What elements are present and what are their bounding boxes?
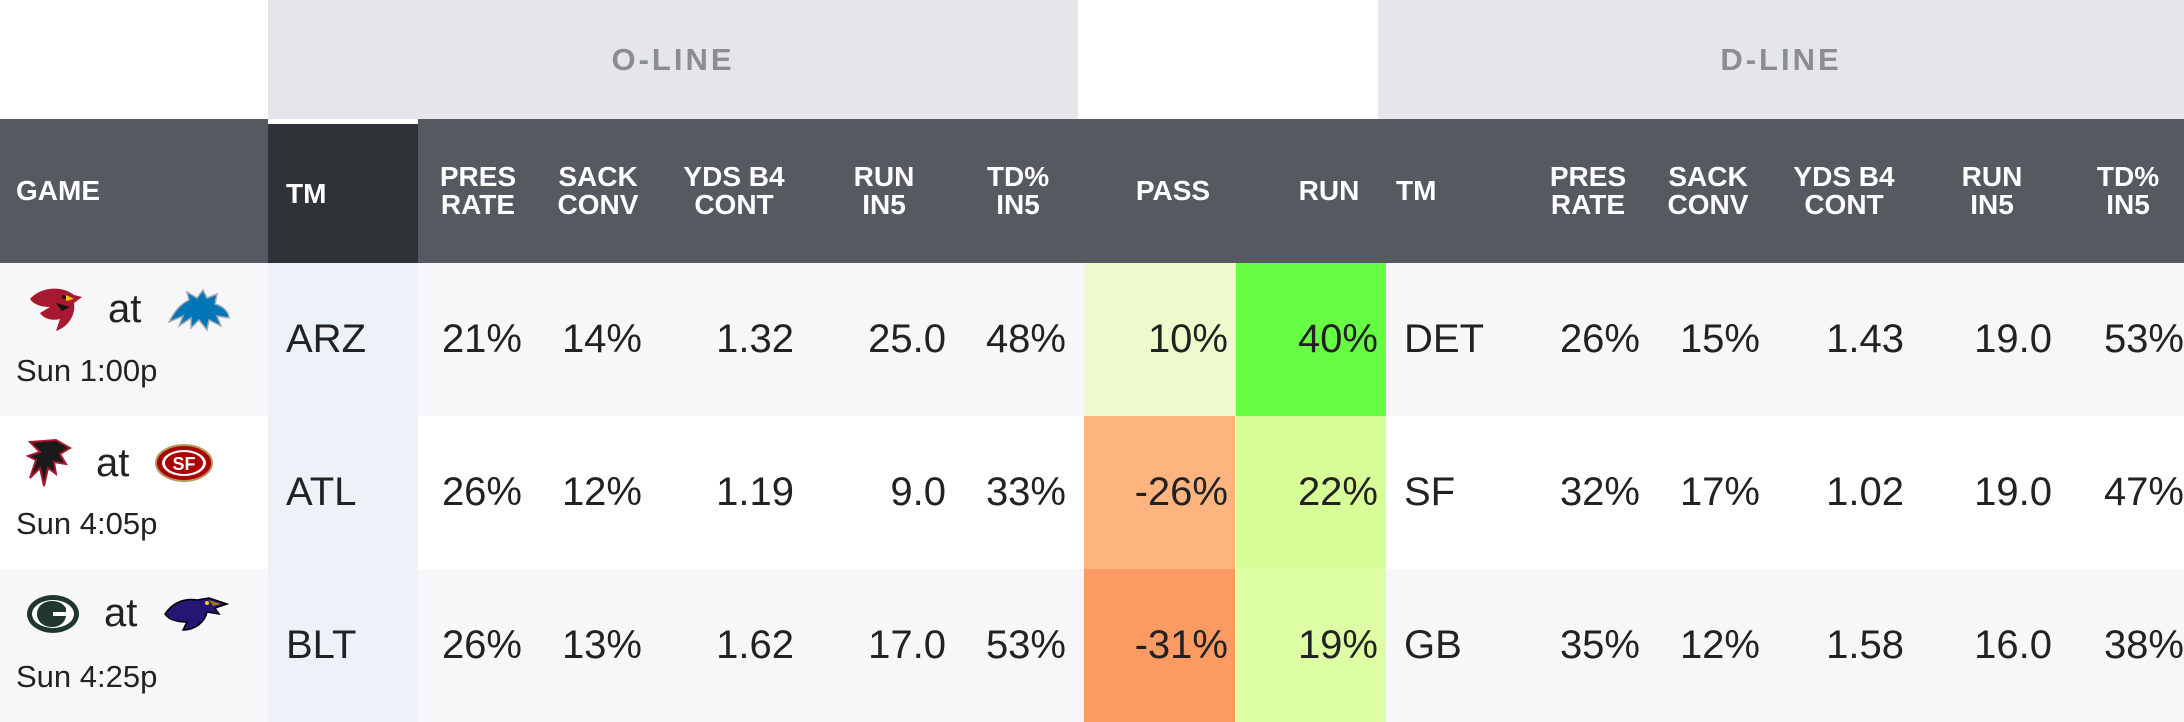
- d-run-in5-value: 19.0: [1974, 470, 2052, 514]
- yds-b4-cont-value: 1.62: [716, 623, 794, 667]
- d-line-group-label: D-LINE: [1720, 41, 1842, 77]
- d-sack-conv-value: 12%: [1679, 623, 1760, 667]
- td-in5-value: 33%: [985, 470, 1066, 514]
- o-line-group-header: O-LINE: [268, 0, 1078, 119]
- ravens-logo-icon: [163, 594, 230, 634]
- at-label: at: [104, 591, 138, 635]
- pass-color-cell: [1084, 263, 1235, 416]
- run-in5-value: 17.0: [868, 623, 946, 667]
- svg-text:SF: SF: [173, 454, 196, 474]
- run-in5-value: 9.0: [890, 470, 946, 514]
- team-abbr: BLT: [286, 623, 357, 667]
- col-header-run-in5[interactable]: RUN IN5: [853, 161, 915, 220]
- column-header-row: GAME TM PRES RATE SACK CONV YDS B4 CONT …: [0, 119, 2184, 263]
- table-row[interactable]: at Sun 1:00p ARZ 21% 14% 1.32 25.0 48% 1…: [0, 263, 2184, 416]
- d-team-abbr: GB: [1404, 623, 1462, 667]
- d-yds-b4-cont-value: 1.02: [1826, 470, 1904, 514]
- td-in5-value: 53%: [985, 623, 1066, 667]
- lions-logo-icon: [167, 286, 231, 332]
- run-value: 19%: [1297, 623, 1378, 667]
- at-label: at: [96, 440, 130, 485]
- 49ers-logo-icon: SF: [155, 443, 214, 483]
- at-label: at: [108, 286, 142, 331]
- sack-conv-value: 14%: [561, 317, 642, 361]
- col-header-td-in5[interactable]: TD% IN5: [986, 161, 1050, 220]
- d-pres-rate-value: 32%: [1559, 470, 1640, 514]
- d-sack-conv-value: 17%: [1679, 470, 1760, 514]
- d-team-abbr: SF: [1404, 470, 1456, 514]
- pass-value: -26%: [1134, 470, 1228, 514]
- matchup-logos: at: [26, 285, 231, 333]
- pass-value: 10%: [1147, 317, 1228, 361]
- d-sack-conv-value: 15%: [1679, 317, 1760, 361]
- pres-rate-value: 21%: [441, 317, 522, 361]
- col-header-run[interactable]: RUN: [1298, 175, 1360, 206]
- col-header-game[interactable]: GAME: [16, 175, 100, 206]
- d-pres-rate-value: 26%: [1559, 317, 1640, 361]
- sack-conv-value: 12%: [561, 470, 642, 514]
- game-time: Sun 4:25p: [16, 659, 158, 694]
- falcons-logo-icon: [26, 438, 72, 488]
- team-abbr: ATL: [286, 470, 357, 514]
- d-td-in5-value: 47%: [2103, 470, 2184, 514]
- col-header-sack-conv[interactable]: SACK CONV: [557, 161, 639, 220]
- run-in5-value: 25.0: [868, 317, 946, 361]
- matchup-logos: at SF: [26, 438, 214, 488]
- col-header-pres-rate[interactable]: PRES RATE: [439, 161, 517, 220]
- td-in5-value: 48%: [985, 317, 1066, 361]
- run-value: 22%: [1297, 470, 1378, 514]
- yds-b4-cont-value: 1.19: [716, 470, 794, 514]
- o-line-group-label: O-LINE: [611, 41, 735, 77]
- sack-conv-value: 13%: [561, 623, 642, 667]
- packers-logo-icon: [26, 594, 80, 634]
- col-header-d-pres-rate[interactable]: PRES RATE: [1549, 161, 1627, 220]
- col-header-d-run-in5[interactable]: RUN IN5: [1961, 161, 2023, 220]
- team-abbr: ARZ: [286, 317, 366, 361]
- col-header-d-tm[interactable]: TM: [1396, 175, 1437, 206]
- tm-column-highlight: [268, 416, 418, 569]
- game-time: Sun 4:05p: [16, 506, 158, 541]
- run-value: 40%: [1297, 317, 1378, 361]
- run-color-cell: [1236, 416, 1386, 569]
- tm-column-highlight: [268, 263, 418, 416]
- yds-b4-cont-value: 1.32: [716, 317, 794, 361]
- d-pres-rate-value: 35%: [1559, 623, 1640, 667]
- matchup-logos: at: [26, 591, 230, 636]
- col-header-d-td-in5[interactable]: TD% IN5: [2096, 161, 2160, 220]
- d-team-abbr: DET: [1404, 317, 1484, 361]
- d-line-group-header: D-LINE: [1378, 0, 2184, 119]
- pass-color-cell: [1084, 569, 1235, 722]
- pres-rate-value: 26%: [441, 623, 522, 667]
- col-header-yds-b4-cont[interactable]: YDS B4 CONT: [683, 161, 785, 220]
- tm-column-highlight: [268, 569, 418, 722]
- d-yds-b4-cont-value: 1.43: [1826, 317, 1904, 361]
- d-td-in5-value: 53%: [2103, 317, 2184, 361]
- pass-color-cell: [1084, 416, 1235, 569]
- pass-value: -31%: [1134, 623, 1228, 667]
- run-color-cell: [1236, 569, 1386, 722]
- d-run-in5-value: 19.0: [1974, 317, 2052, 361]
- col-header-d-yds-b4-cont[interactable]: YDS B4 CONT: [1793, 161, 1895, 220]
- table-row[interactable]: at Sun 4:25p BLT 26% 13% 1.62 17.0 53% -…: [0, 569, 2184, 722]
- game-time: Sun 1:00p: [16, 353, 158, 388]
- table-row[interactable]: at SF Sun 4:05p ATL 26% 12% 1.19 9.0 33%…: [0, 416, 2184, 569]
- cardinals-logo-icon: [26, 285, 84, 333]
- d-td-in5-value: 38%: [2103, 623, 2184, 667]
- run-color-cell: [1236, 263, 1386, 416]
- col-header-d-sack-conv[interactable]: SACK CONV: [1667, 161, 1749, 220]
- d-yds-b4-cont-value: 1.58: [1826, 623, 1904, 667]
- pres-rate-value: 26%: [441, 470, 522, 514]
- d-run-in5-value: 16.0: [1974, 623, 2052, 667]
- col-header-pass[interactable]: PASS: [1135, 175, 1211, 206]
- col-header-tm[interactable]: TM: [268, 119, 418, 263]
